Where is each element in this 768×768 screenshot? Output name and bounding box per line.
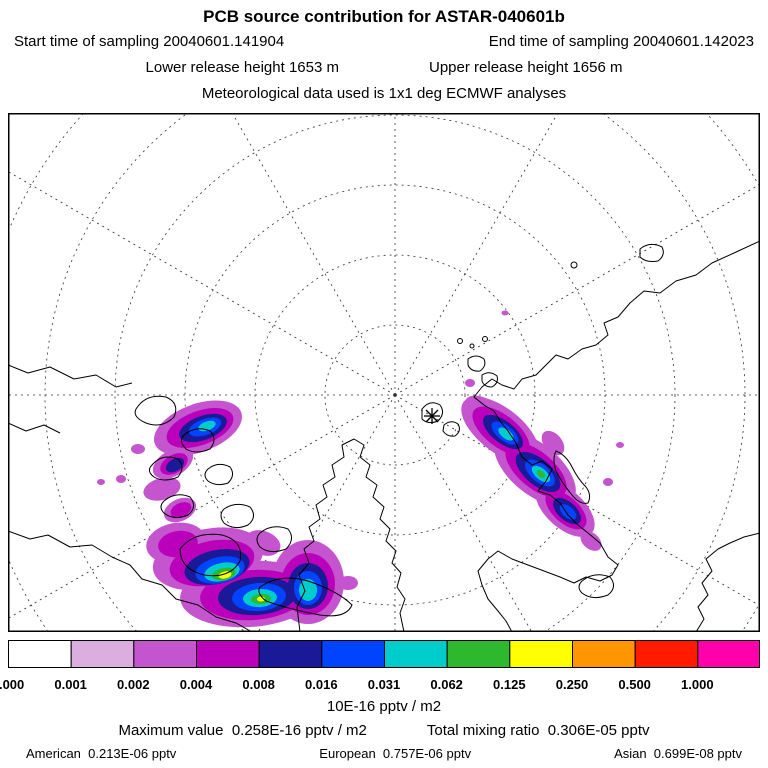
map-border [8, 113, 760, 632]
total-mixing-ratio-label: Total mixing ratio 0.306E-05 pptv [426, 722, 650, 739]
colorbar-segment [446, 640, 511, 668]
polar-map [8, 113, 760, 632]
colorbar-unit-row: 10E-16 pptv / m2 [0, 695, 768, 719]
colorbar-segments [8, 640, 761, 668]
colorbar-segment [634, 640, 699, 668]
colorbar-tick: 0.008 [242, 677, 275, 692]
sampling-times-row: Start time of sampling 20040601.141904 E… [0, 29, 768, 55]
lower-release-label: Lower release height 1653 m [145, 59, 339, 76]
figure-title: PCB source contribution for ASTAR-040601… [203, 7, 565, 26]
coast-eurasia [473, 240, 760, 632]
colorbar-tick: 0.062 [430, 677, 463, 692]
colorbar-tick: 0.500 [618, 677, 651, 692]
release-location-marker [424, 408, 440, 424]
met-data-label: Meteorological data used is 1x1 deg ECMW… [201, 85, 567, 102]
colorbar-segment [8, 640, 72, 668]
colorbar-tick: 1.000 [681, 677, 714, 692]
colorbar-segment [572, 640, 636, 668]
plumes [97, 310, 624, 628]
coast-iceland [578, 574, 614, 599]
end-time-label: End time of sampling 20040601.142023 [488, 33, 754, 50]
colorbar-segment [384, 640, 448, 668]
colorbar-segment [133, 640, 197, 668]
colorbar-tick: 0.250 [555, 677, 589, 692]
graticule [8, 113, 760, 632]
colorbar-tick: 0.125 [493, 677, 526, 692]
colorbar-segment [697, 640, 761, 668]
colorbar-tick: 0.002 [117, 677, 150, 692]
european-contribution-label: European 0.757E-06 pptv [319, 746, 472, 761]
coast-greenland [296, 438, 406, 632]
start-time-label: Start time of sampling 20040601.141904 [14, 33, 285, 50]
maximum-value-label: Maximum value 0.258E-16 pptv / m2 [118, 722, 367, 739]
colorbar-tick: 0.031 [367, 677, 401, 692]
stats-row-1: Maximum value 0.258E-16 pptv / m2 Total … [0, 719, 768, 743]
colorbar [8, 640, 761, 673]
asian-contribution-label: Asian 0.699E-08 pptv [614, 746, 742, 761]
colorbar-tick: 0.016 [305, 677, 338, 692]
colorbar-tick: 0.000 [0, 677, 25, 692]
upper-release-label: Upper release height 1656 m [429, 59, 623, 76]
release-heights-row: Lower release height 1653 m Upper releas… [0, 55, 768, 81]
american-contribution-label: American 0.213E-06 pptv [26, 746, 177, 761]
colorbar-segment [509, 640, 573, 668]
colorbar-segment [321, 640, 385, 668]
colorbar-segment [258, 640, 323, 668]
siberia-plume [461, 310, 624, 551]
coastlines [8, 240, 760, 632]
coast-svalbard [421, 402, 444, 424]
colorbar-tick-labels: 0.000 0.001 0.002 0.004 0.008 0.016 0.03… [0, 675, 760, 695]
colorbar-tick: 0.001 [54, 677, 87, 692]
met-data-row: Meteorological data used is 1x1 deg ECMW… [0, 81, 768, 107]
colorbar-segment [70, 640, 135, 668]
stats-row-2: American 0.213E-06 pptv European 0.757E-… [0, 743, 768, 765]
colorbar-segment [196, 640, 260, 668]
colorbar-unit-label: 10E-16 pptv / m2 [326, 698, 442, 715]
colorbar-tick: 0.004 [179, 677, 213, 692]
